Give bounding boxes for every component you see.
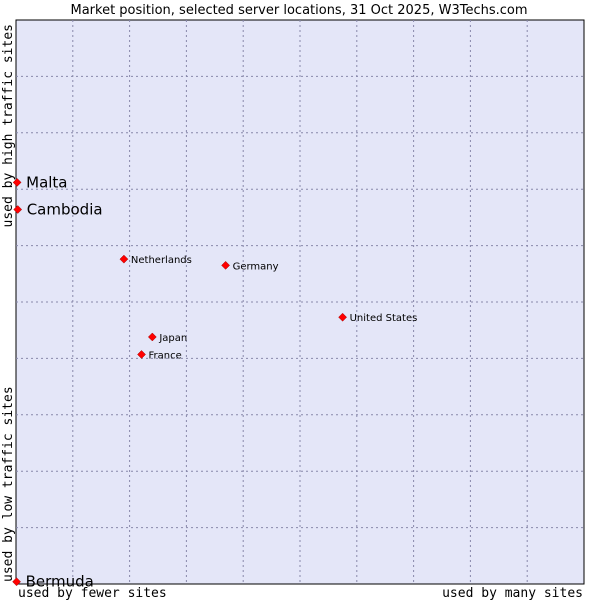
data-label-japan: Japan [158,333,187,344]
data-label-france: France [149,350,182,361]
data-point-cambodia [13,205,23,214]
x-axis-label-low: used by fewer sites [18,586,167,600]
data-label-netherlands: Netherlands [131,255,192,266]
data-points: Malta Cambodia Netherlands Germany United St… [12,173,418,591]
grid-lines [16,20,584,584]
chart-title: Market position, selected server locatio… [70,3,527,18]
data-point-japan [147,332,157,342]
data-label-united-states: United States [350,313,418,324]
data-label-cambodia: Cambodia [27,201,103,219]
data-point-bermuda [12,577,21,587]
data-label-bermuda: Bermuda [26,573,94,591]
data-point-united-states [338,312,347,322]
data-label-malta: Malta [26,173,67,191]
data-point-france [137,350,146,359]
data-point-germany [221,260,230,270]
data-point-netherlands [119,254,129,264]
y-axis-label-low: used by low traffic sites [1,386,16,582]
y-axis-label-high: used by high traffic sites [1,24,16,228]
x-axis-label-high: used by many sites [442,586,583,600]
data-point-malta [12,178,22,187]
data-label-germany: Germany [233,261,279,272]
